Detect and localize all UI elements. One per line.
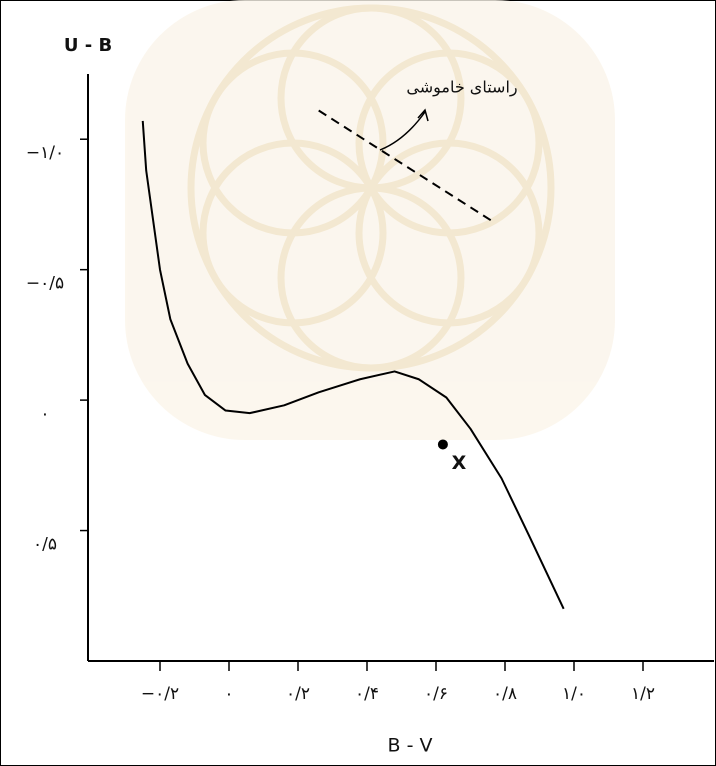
x-axis-label: B - V	[388, 735, 433, 757]
x-tick-label: ۰/۲	[286, 684, 310, 704]
reddening-label: راستای خاموشی	[406, 78, 517, 98]
x-tick-label: ۱/۲	[631, 684, 655, 704]
y-tick-label: ۰	[40, 404, 49, 424]
x-tick-label: ۰/۶	[424, 684, 448, 704]
x-tick-label: −۰/۲	[141, 684, 179, 704]
y-tick-label: ۰/۵	[33, 535, 57, 555]
y-tick-label: −۱/۰	[26, 143, 64, 163]
annotation-arrow	[379, 108, 429, 151]
point-label: X	[452, 452, 467, 474]
y-tick-label: −۰/۵	[26, 274, 64, 294]
y-axis-label: U - B	[64, 35, 112, 56]
point	[437, 439, 448, 450]
reddening-line	[318, 109, 496, 224]
curve	[141, 120, 565, 610]
x-tick-label: ۱/۰	[562, 684, 586, 704]
watermark	[125, 0, 615, 440]
x-tick-label: ۰/۸	[493, 684, 517, 704]
x-tick-label: ۰	[224, 684, 233, 704]
x-tick-label: ۰/۴	[355, 684, 379, 704]
